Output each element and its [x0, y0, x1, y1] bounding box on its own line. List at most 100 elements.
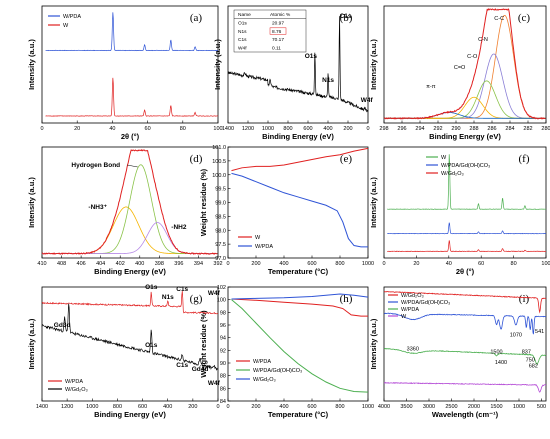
x-tick-label: 3000 [423, 404, 435, 410]
highlight-box [269, 27, 287, 35]
x-tick-label: 408 [57, 261, 66, 267]
peak-label: W4f [208, 380, 221, 387]
x-axis-label: Binding Energy (eV) [262, 132, 334, 141]
wgd2o3-survey [41, 303, 219, 371]
ftir-line-3 [383, 381, 547, 393]
hydrogen-bond-label: Hydrogen Bond [71, 162, 120, 169]
plot-frame [227, 286, 369, 402]
y-tick-label: 94 [220, 336, 226, 342]
x-tick-label: 100 [213, 126, 222, 132]
y-tick-label: 98.5 [215, 214, 226, 220]
x-tick-label: 200 [251, 261, 260, 267]
y-axis-label: Intensity (a.u.) [213, 39, 222, 90]
x-tick-label: 398 [155, 261, 164, 267]
x-axis-label: Temperature (°C) [268, 267, 329, 276]
series-line-0 [45, 12, 219, 52]
x-tick-label: 396 [174, 261, 183, 267]
x-tick-label: 400 [163, 404, 172, 410]
y-tick-label: 100.0 [212, 173, 226, 179]
x-tick-label: 400 [323, 126, 332, 132]
table-header: Atomic % [270, 12, 291, 18]
survey-spectrum [227, 16, 369, 113]
y-axis-label: Weight residue (%) [199, 168, 208, 236]
panel-c: 298 296 294 292 290 288 286 284 282 280 Binding En… [369, 5, 550, 141]
plot-frame [41, 286, 219, 402]
tga-line-0 [231, 147, 369, 172]
plot-frame [383, 146, 547, 259]
peak-wavenumber: 541 [535, 329, 544, 335]
peak-wavenumber: 682 [529, 363, 538, 369]
y-tick-label: 99.5 [215, 187, 226, 193]
x-axis-label: 2θ (°) [121, 132, 140, 141]
annotation-arrow [127, 164, 138, 168]
peak-wavenumber: 3360 [407, 346, 419, 352]
y-tick-label: 98 [220, 310, 226, 316]
series-line-0 [387, 154, 547, 210]
x-tick-label: 200 [188, 404, 197, 410]
y-axis-label: Intensity (a.u.) [369, 39, 378, 90]
legend-label: W/PDA [253, 359, 271, 365]
peak-label: C1s [176, 362, 188, 369]
legend-label: W/Gd₂O₃ [401, 293, 424, 299]
legend-label: W [401, 314, 407, 320]
component-label: C-C [494, 16, 504, 22]
peak-label: O1s [145, 284, 158, 291]
legend-label: W/PDA/Gd(OH)CO₃ [253, 368, 302, 374]
y-axis-label: Intensity (a.u.) [27, 39, 36, 90]
plot-frame [227, 5, 369, 124]
y-tick-label: 86 [220, 386, 226, 392]
x-tick-label: 282 [523, 126, 532, 132]
panel-tag: (h) [340, 293, 353, 305]
y-tick-label: 90 [220, 361, 226, 367]
series-line-1 [387, 222, 547, 235]
peak-wavenumber: 1500 [490, 350, 502, 356]
x-tick-label: 500 [537, 404, 546, 410]
x-tick-label: 80 [180, 126, 186, 132]
peak-label: O1s [305, 53, 318, 60]
peak-wavenumber: 1070 [510, 333, 522, 339]
peak-wavenumber: 750 [526, 358, 535, 364]
fit-component-1 [384, 53, 546, 119]
x-tick-label: 284 [505, 126, 514, 132]
ftir-line-2 [383, 347, 547, 366]
x-axis-label: Wavelength (cm⁻¹) [432, 410, 499, 419]
table-cell: 8.76 [272, 29, 282, 35]
peak-label: Gd3d [54, 322, 71, 329]
legend-label: W/PDA [65, 379, 83, 385]
y-tick-label: 97.5 [215, 242, 226, 248]
panel-tag: (d) [190, 153, 203, 165]
ftir-line-1 [383, 312, 547, 335]
component-label: π-π [426, 84, 436, 90]
legend-label: W [63, 23, 69, 29]
x-tick-label: 1000 [362, 404, 374, 410]
x-tick-label: 20 [413, 261, 419, 267]
x-tick-label: 600 [303, 126, 312, 132]
legend-label: W [441, 155, 447, 161]
x-tick-label: 1400 [222, 126, 234, 132]
panel-g: 1400 1200 1000 800 600 400 200 0 Binding Energy … [27, 284, 221, 419]
y-axis-label: Intensity (a.u.) [369, 318, 378, 369]
panel-tag: (f) [519, 153, 530, 165]
y-tick-label: 92 [220, 348, 226, 354]
table-cell: N1s [238, 29, 247, 35]
envelope-line [383, 7, 546, 120]
x-tick-label: 1000 [513, 404, 525, 410]
x-tick-label: 286 [487, 126, 496, 132]
peak-label: N1s [322, 77, 334, 84]
peak-label: W4f [361, 97, 374, 104]
legend-label: W/PDA [255, 244, 273, 250]
tga-line-1 [231, 299, 369, 393]
y-axis-label: Intensity (a.u.) [27, 177, 36, 228]
y-tick-label: 96 [220, 323, 226, 329]
x-tick-label: 800 [335, 261, 344, 267]
series-line-2 [387, 240, 547, 253]
panel-d: 410 408 406 404 402 400 398 396 394 392 Binding En… [27, 146, 223, 276]
x-tick-label: 406 [77, 261, 86, 267]
peak-label: W4f [208, 290, 221, 297]
x-tick-label: 0 [226, 404, 229, 410]
x-tick-label: 400 [279, 404, 288, 410]
table-cell: 0.11 [272, 46, 281, 52]
x-tick-label: 1400 [36, 404, 48, 410]
